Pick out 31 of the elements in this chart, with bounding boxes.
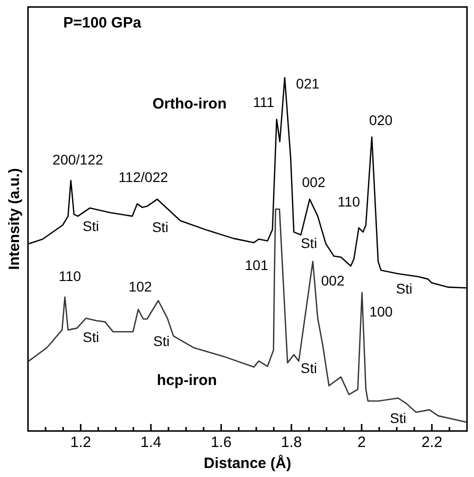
x-tick-label: 1.4 (140, 434, 162, 452)
annotation: Sti (390, 410, 406, 426)
x-tick-label: 1.6 (210, 434, 232, 452)
x-tick-label: 1.2 (70, 434, 92, 452)
annotation: Sti (153, 332, 170, 349)
annotation: 021 (296, 76, 320, 92)
annotation: Sti (300, 360, 317, 376)
annotation: Sti (82, 218, 99, 234)
annotation: Sti (82, 329, 100, 346)
annotation: 100 (369, 303, 393, 320)
y-axis-title: Intensity (a.u.) (6, 168, 24, 270)
annotation: 102 (128, 278, 152, 294)
annotation: Ortho-iron (152, 96, 227, 113)
annotation: 101 (244, 256, 268, 273)
x-tick-label: 2 (357, 434, 366, 452)
x-axis-title: Distance (Å) (204, 454, 292, 472)
annotation: Sti (300, 234, 318, 251)
annotation: Sti (152, 219, 168, 236)
annotation: 200/122 (52, 151, 104, 168)
annotation: Sti (396, 280, 412, 297)
x-tick-label: 2.2 (421, 434, 442, 452)
annotation: 002 (321, 272, 345, 288)
annotation: 111 (253, 94, 275, 110)
annotation: 020 (369, 112, 393, 128)
annotation: 002 (302, 174, 326, 190)
annotation: 112/022 (118, 169, 168, 186)
annotation: hcp-iron (156, 372, 217, 390)
x-tick-label: 1.8 (280, 434, 302, 452)
annotation: 110 (338, 194, 360, 210)
annotation: 110 (58, 268, 82, 284)
text: P=100 GPa (63, 14, 142, 32)
